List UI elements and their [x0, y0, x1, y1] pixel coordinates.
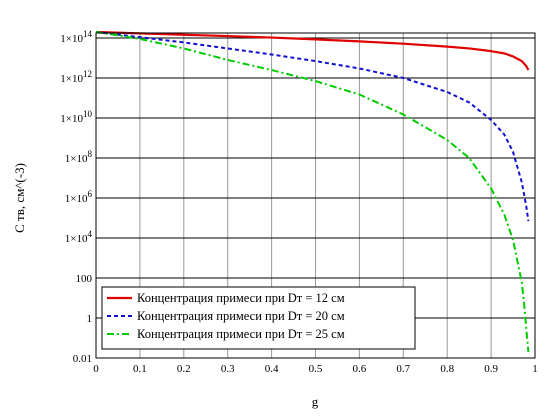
- legend-box: [101, 286, 416, 350]
- x-tick-label: 0.9: [484, 363, 498, 375]
- x-tick-label: 0.6: [353, 363, 367, 375]
- legend-label-2: Концентрация примеси при Dт = 20 см: [137, 309, 345, 323]
- y-axis-label: C тв, см^(-3): [12, 163, 27, 233]
- plot-frame: [95, 32, 536, 359]
- x-tick-label: 0.2: [177, 363, 191, 375]
- y-tick-label: 0.01: [73, 353, 92, 365]
- x-tick-label: 0.5: [309, 363, 323, 375]
- legend: Концентрация примеси при Dт = 12 см Конце…: [101, 286, 416, 350]
- y-tick-label: 1×1010: [60, 109, 92, 125]
- series-line-2: [95, 30, 530, 222]
- x-tick-label: 0: [93, 363, 99, 375]
- tick-labels: 0 0.1 0.2 0.3 0.4 0.5 0.6 0.7 0.8 0.9 1 0.01 1 100 1×1…: [60, 29, 537, 375]
- series-line-3: [95, 30, 530, 353]
- x-tick-label: 1: [532, 363, 538, 375]
- y-tick-label: 1: [87, 313, 93, 325]
- x-tick-label: 0.1: [133, 363, 147, 375]
- x-tick-label: 0.4: [265, 363, 279, 375]
- x-tick-label: 0.7: [396, 363, 410, 375]
- y-tick-label: 1×106: [65, 189, 93, 205]
- y-tick-label: 100: [76, 273, 93, 285]
- legend-label-1: Концентрация примеси при Dт = 12 см: [137, 291, 345, 305]
- y-tick-label: 1×1014: [60, 29, 92, 45]
- y-tick-label: 1×104: [65, 229, 93, 245]
- legend-label-3: Концентрация примеси при Dт = 25 см: [137, 327, 345, 341]
- x-tick-label: 0.3: [221, 363, 235, 375]
- series-line-1: [95, 30, 530, 71]
- series-layer: [95, 30, 530, 353]
- x-axis-label: g: [312, 394, 319, 409]
- y-tick-label: 1×108: [65, 149, 93, 165]
- y-tick-label: 1×1012: [60, 69, 92, 85]
- x-tick-label: 0.8: [440, 363, 454, 375]
